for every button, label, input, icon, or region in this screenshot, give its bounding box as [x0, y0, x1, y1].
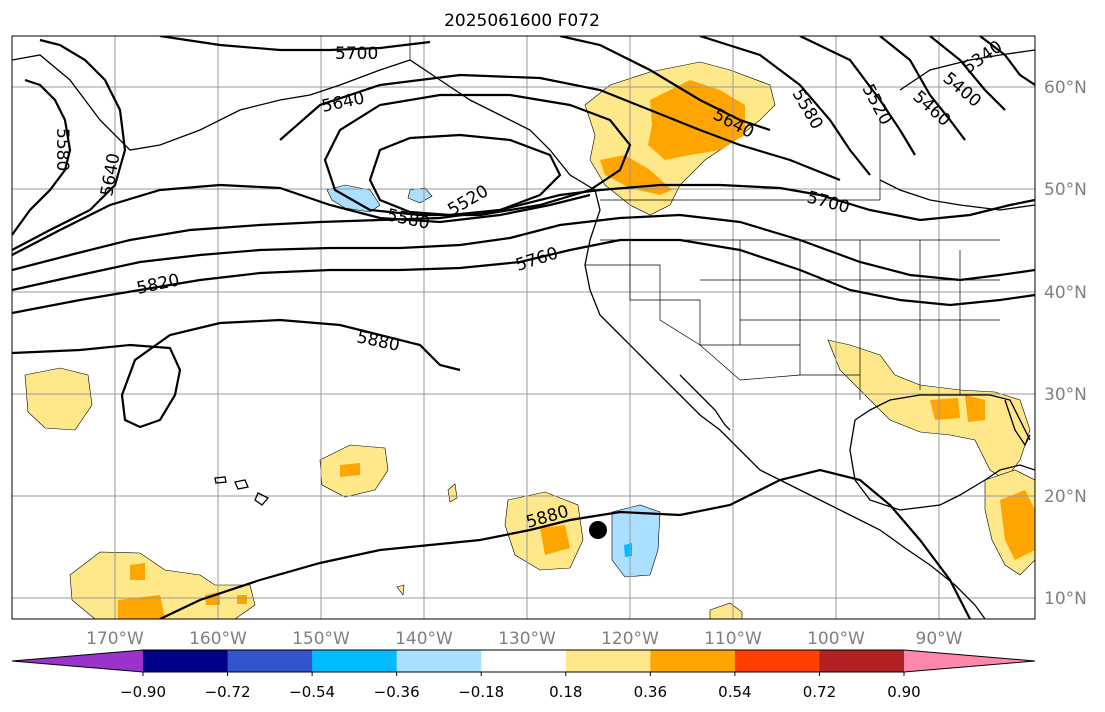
lat-label: 60°N	[1044, 78, 1087, 98]
colorbar-swatch	[143, 650, 229, 672]
colorbar-tick-label: 0.36	[634, 683, 667, 701]
latitude-labels: 60°N 50°N 40°N 30°N 20°N 10°N	[1044, 78, 1087, 609]
anomaly-core-southwest-2	[118, 595, 165, 619]
colorbar-tick-label: −0.18	[458, 683, 504, 701]
anomaly-region-bottom	[709, 602, 743, 619]
anomaly-core-southwest-1	[130, 563, 145, 580]
anomaly-core-storm	[540, 525, 570, 555]
coast-east-canada	[879, 179, 1035, 211]
lon-label: 170°W	[86, 629, 144, 649]
contour-label: 5700	[335, 44, 378, 64]
contour-5700-low	[279, 73, 841, 182]
contour-5640-top	[559, 36, 771, 132]
colorbar-tick-label: −0.72	[205, 683, 251, 701]
contour-label: 5580	[52, 128, 72, 171]
contour-5340	[979, 36, 1035, 86]
contour-5580-low	[368, 133, 562, 217]
island-hawaii-1	[214, 476, 227, 484]
island-hawaii-2	[234, 479, 249, 490]
anomaly-region-small-2	[396, 584, 405, 596]
colorbar-swatch	[312, 650, 398, 672]
contour-5460	[879, 36, 966, 141]
height-contours	[12, 36, 1035, 619]
lon-label: 140°W	[395, 629, 453, 649]
colorbar-tick-label: 0.54	[718, 683, 751, 701]
contour-5880-south	[159, 468, 971, 619]
contour-5700-top	[159, 36, 431, 52]
colorbar-tick-label: −0.36	[374, 683, 420, 701]
contour-5640-outer	[12, 183, 591, 256]
lon-label: 160°W	[189, 629, 247, 649]
coast-florida	[1004, 399, 1031, 447]
anomaly-core-yucatan	[1000, 490, 1035, 560]
colorbar-tick-label: −0.90	[120, 683, 166, 701]
contour-5820	[12, 238, 1035, 315]
coast-mexico-east	[849, 419, 986, 511]
contour-5760	[12, 213, 1035, 292]
colorbar-swatch	[565, 650, 651, 672]
longitude-labels: 170°W 160°W 150°W 140°W 130°W 120°W 110°…	[86, 629, 963, 649]
map-frame	[11, 35, 1036, 620]
colorbar-swatch	[481, 650, 567, 672]
storm-center-dot	[589, 521, 607, 539]
colorbar-tick-label: −0.54	[289, 683, 335, 701]
anomaly-core-hawaii-east	[340, 463, 360, 477]
anomaly-region-pacific-west	[24, 367, 93, 431]
contour-5580-top	[699, 36, 871, 176]
lat-label: 10°N	[1044, 589, 1087, 609]
coast-alaska	[12, 54, 596, 191]
coast-yucatan	[984, 464, 1035, 481]
colorbar-extend-low	[12, 650, 143, 672]
colorbar-tick-label: 0.72	[803, 683, 836, 701]
colorbar-tick-label: 0.18	[549, 683, 582, 701]
contour-5640-aleutian	[12, 38, 127, 251]
anomaly-region-small-1	[447, 483, 458, 503]
contour-5400	[929, 36, 1006, 111]
coast-baja	[679, 374, 731, 431]
colorbar-swatch	[396, 650, 482, 672]
colorbar-swatch	[734, 650, 820, 672]
island-hawaii-3	[254, 492, 270, 506]
lat-label: 50°N	[1044, 180, 1087, 200]
lon-label: 110°W	[704, 629, 762, 649]
contour-5520-top	[799, 36, 916, 156]
lon-label: 100°W	[807, 629, 865, 649]
anomaly-negative-storm	[611, 504, 661, 578]
contour-5880-north	[12, 318, 461, 429]
anomaly-negative-aleutian-2	[407, 187, 433, 204]
lat-label: 30°N	[1044, 385, 1087, 405]
coast-west-us	[584, 189, 986, 619]
anomaly-core-gulf	[930, 398, 960, 420]
map-area: 5700 5640 5580 5640 5580 5520 5640 5580 …	[12, 36, 1035, 619]
colorbar-tick-label: 0.90	[887, 683, 920, 701]
lat-label: 40°N	[1044, 283, 1087, 303]
colorbar-swatch	[819, 650, 905, 672]
colorbar: −0.90 −0.72 −0.54 −0.36 −0.18 0.18 0.36 0.54 0.7…	[11, 649, 1036, 701]
anomaly-core-canada	[648, 80, 745, 160]
map-title: 2025061600 F072	[444, 11, 600, 31]
contour-5580-aleutian	[12, 78, 72, 236]
anomaly-negative-storm-core	[624, 543, 632, 557]
anomaly-region-gulf	[827, 339, 1031, 481]
anomaly-core-southwest-4	[237, 595, 247, 604]
lon-label: 150°W	[292, 629, 350, 649]
political-borders	[409, 36, 1000, 400]
colorbar-extend-high	[904, 650, 1035, 672]
lon-label: 120°W	[601, 629, 659, 649]
contour-5640-low	[323, 93, 632, 217]
anomaly-core-florida	[965, 395, 985, 422]
lon-label: 130°W	[498, 629, 556, 649]
lon-label: 90°W	[916, 629, 963, 649]
lat-label: 20°N	[1044, 487, 1087, 507]
colorbar-swatch	[650, 650, 736, 672]
colorbar-swatch	[227, 650, 313, 672]
